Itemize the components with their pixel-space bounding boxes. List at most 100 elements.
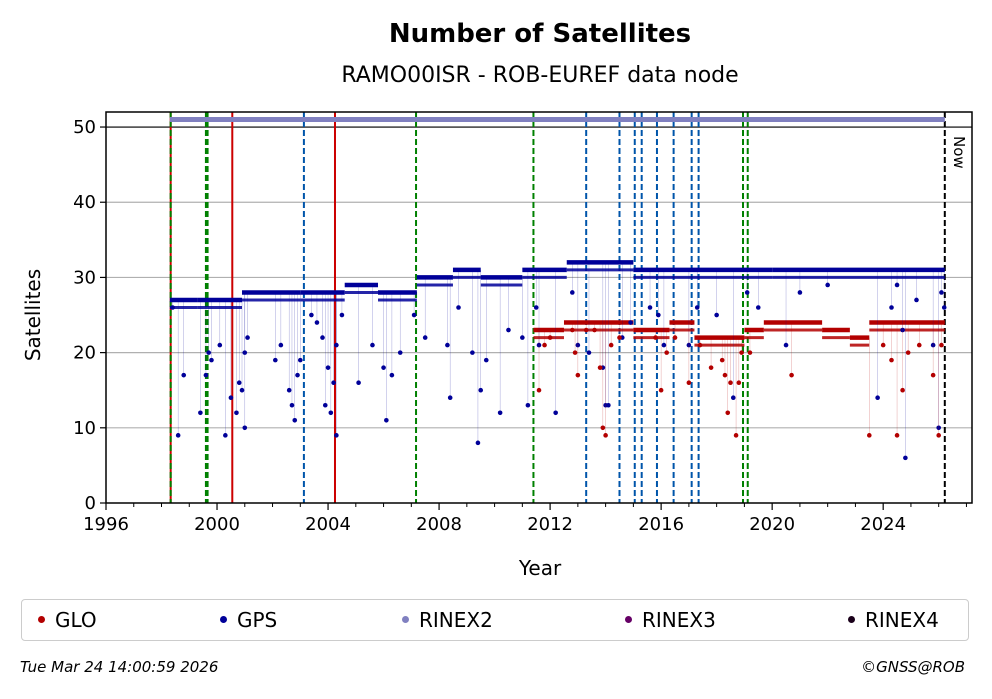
glo-outlier-33 — [900, 387, 905, 393]
footer-timestamp: Tue Mar 24 14:00:59 2026 — [20, 658, 219, 676]
glo-outlier-31 — [889, 357, 894, 363]
glo-outlier-12 — [617, 335, 622, 340]
chart-subtitle: RAMO00ISR - ROB-EUREF data node — [341, 63, 738, 88]
gps-outlier-43 — [456, 305, 461, 310]
gps-outlier-16 — [273, 357, 278, 363]
gps-outlier-64 — [656, 312, 661, 318]
y-tick-label-50: 50 — [73, 117, 96, 138]
glo-outlier-10 — [603, 433, 608, 438]
gps-outlier-67 — [694, 305, 700, 310]
gps-outlier-29 — [331, 380, 336, 385]
gps-outlier-55 — [570, 290, 575, 295]
gps-outlier-6 — [209, 357, 214, 363]
gps-outlier-63 — [647, 305, 653, 310]
gps-outlier-18 — [286, 387, 292, 393]
glo-outlier-28 — [789, 372, 794, 378]
gps-outlier-19 — [289, 402, 295, 408]
gps-outlier-84 — [941, 305, 947, 310]
gps-outlier-20 — [292, 417, 298, 423]
legend-marker-gps — [220, 616, 227, 623]
glo-outlier-24 — [733, 433, 739, 438]
glo-outlier-13 — [653, 335, 658, 340]
gps-outlier-56 — [575, 342, 581, 348]
gps-outlier-57 — [586, 350, 592, 355]
gps-outlier-40 — [422, 335, 428, 340]
legend-label-gps: GPS — [237, 608, 278, 632]
gps-outlier-52 — [533, 305, 539, 310]
legend-marker-rinex3 — [625, 616, 632, 623]
gps-outlier-5 — [206, 350, 211, 355]
gps-outlier-69 — [730, 395, 736, 401]
gps-outlier-11 — [236, 380, 242, 385]
glo-outlier-0 — [536, 387, 542, 393]
legend-label-rinex2: RINEX2 — [419, 608, 493, 632]
y-tick-label-10: 10 — [73, 418, 96, 439]
legend-item-rinex3: RINEX3 — [625, 600, 716, 640]
glo-outlier-38 — [939, 342, 944, 348]
glo-outlier-18 — [697, 342, 703, 348]
footer-credit: ©GNSS@ROB — [861, 658, 965, 676]
glo-outlier-21 — [722, 372, 728, 378]
gps-outlier-30 — [334, 342, 339, 348]
legend-marker-glo — [38, 616, 45, 623]
x-tick-label-2008: 2008 — [416, 514, 462, 535]
glo-outlier-11 — [608, 342, 614, 348]
glo-outlier-19 — [708, 365, 714, 370]
legend-label-rinex3: RINEX3 — [642, 608, 716, 632]
series-layer — [169, 117, 947, 461]
gps-outlier-66 — [686, 342, 692, 348]
gps-outlier-7 — [217, 342, 223, 348]
chart-title: Number of Satellites — [389, 19, 691, 49]
gps-outlier-28 — [328, 410, 334, 416]
glo-outlier-6 — [583, 327, 589, 333]
gps-outlier-13 — [242, 425, 248, 431]
glo-outlier-17 — [686, 380, 692, 385]
gps-outlier-25 — [320, 335, 325, 340]
gps-outlier-79 — [903, 455, 908, 461]
legend: GLO GPS RINEX2 RINEX3 RINEX4 — [21, 599, 969, 641]
glo-outlier-35 — [916, 342, 922, 348]
glo-outlier-2 — [547, 335, 553, 340]
gps-outlier-73 — [797, 290, 803, 295]
chart-svg: Number of Satellites RAMO00ISR - ROB-EUR… — [21, 19, 973, 580]
glo-outlier-36 — [930, 372, 936, 378]
y-tick-label-30: 30 — [73, 267, 96, 288]
legend-label-rinex4: RINEX4 — [865, 608, 939, 632]
legend-item-gps: GPS — [220, 600, 277, 640]
gps-outlier-71 — [755, 305, 761, 310]
gps-outlier-53 — [536, 342, 542, 348]
glo-outlier-20 — [719, 357, 725, 363]
gps-outlier-32 — [339, 312, 345, 318]
gps-outlier-74 — [825, 282, 830, 288]
event-layer — [169, 112, 946, 503]
x-tick-label-1996: 1996 — [83, 514, 129, 535]
y-tick-label-40: 40 — [73, 192, 96, 213]
gps-outlier-33 — [356, 380, 361, 385]
gps-outlier-47 — [483, 357, 489, 363]
glo-outlier-26 — [739, 350, 744, 355]
legend-item-glo: GLO — [38, 600, 97, 640]
now-label: Now — [950, 136, 968, 169]
y-axis-label: Satellites — [21, 269, 45, 361]
glo-outlier-3 — [570, 327, 575, 333]
glo-outlier-30 — [880, 342, 886, 348]
gps-outlier-42 — [447, 395, 453, 401]
glo-outlier-16 — [672, 335, 678, 340]
glo-outlier-4 — [572, 350, 578, 355]
gps-outlier-80 — [914, 297, 919, 303]
y-tick-label-0: 0 — [85, 493, 96, 514]
glo-outlier-29 — [867, 433, 872, 438]
x-tick-label-2000: 2000 — [194, 514, 240, 535]
plot-frame — [105, 111, 973, 504]
legend-marker-rinex4 — [848, 616, 855, 623]
gps-outlier-50 — [520, 335, 525, 340]
glo-outlier-32 — [894, 433, 900, 438]
glo-outlier-34 — [905, 350, 911, 355]
gps-outlier-3 — [198, 410, 203, 416]
gps-outlier-2 — [181, 372, 187, 378]
glo-outlier-5 — [575, 372, 581, 378]
glo-outlier-22 — [725, 410, 731, 416]
gps-outlier-0 — [170, 305, 175, 310]
legend-label-glo: GLO — [55, 608, 97, 632]
gps-outlier-22 — [297, 357, 303, 363]
